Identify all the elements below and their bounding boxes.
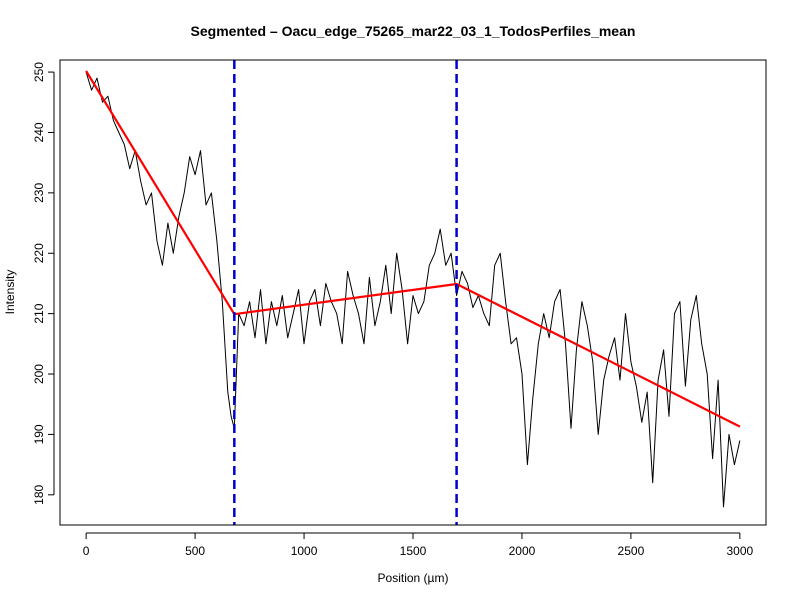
plot-frame (59, 59, 767, 526)
x-tick-label: 2500 (618, 544, 645, 558)
y-tick-label: 190 (32, 424, 46, 444)
axes-layer: 0 500 1000 1500 2000 2500 3000 180 190 200 210 220 2… (32, 62, 753, 558)
y-tick-label: 250 (32, 62, 46, 82)
chart-title: Segmented – Oacu_edge_75265_mar22_03_1_T… (191, 23, 636, 39)
x-tick-label: 3000 (727, 544, 754, 558)
x-axis-title: Position (µm) (378, 571, 449, 585)
raw-profile-line (85, 71, 741, 508)
plot-layer (85, 60, 741, 525)
y-tick-label: 220 (32, 243, 46, 263)
x-tick-label: 1000 (291, 544, 318, 558)
y-tick-label: 240 (32, 122, 46, 142)
segmented-fit-line (85, 70, 741, 428)
y-tick-label: 230 (32, 183, 46, 203)
y-tick-label: 200 (32, 364, 46, 384)
x-tick-label: 0 (83, 544, 90, 558)
x-tick-label: 2000 (509, 544, 536, 558)
x-tick-label: 1500 (400, 544, 427, 558)
y-tick-label: 180 (32, 484, 46, 504)
y-axis-title: Intensity (3, 270, 17, 315)
x-tick-label: 500 (185, 544, 205, 558)
y-tick-label: 210 (32, 303, 46, 323)
